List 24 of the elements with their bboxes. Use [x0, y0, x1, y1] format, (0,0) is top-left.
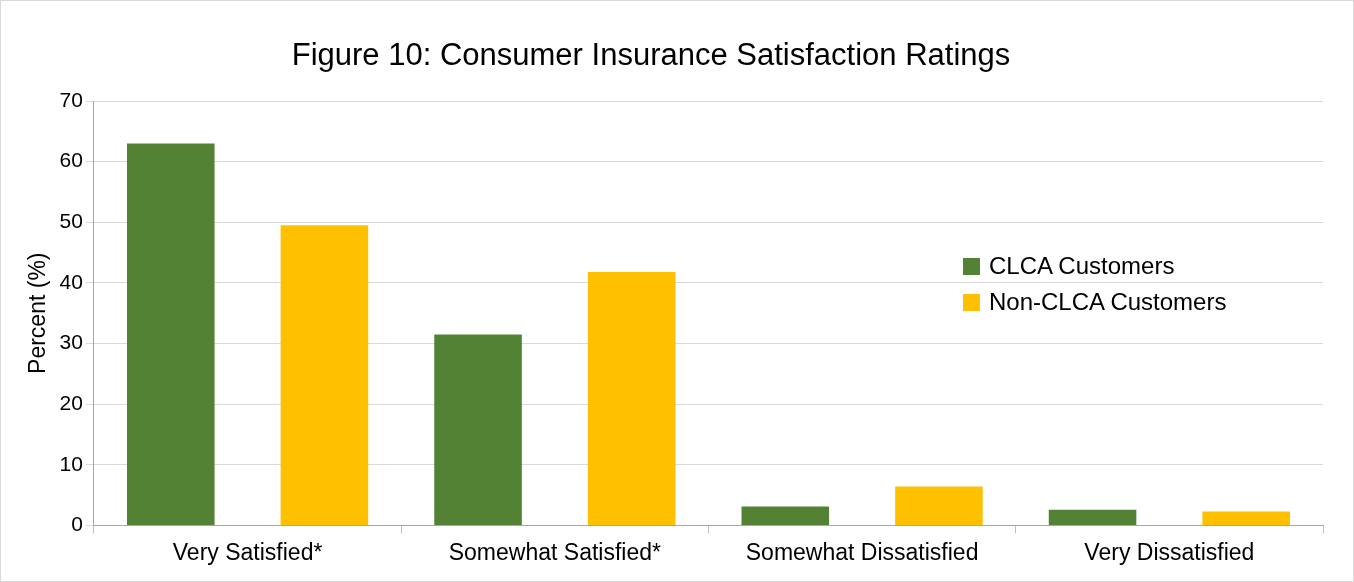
legend-label: CLCA Customers [989, 252, 1175, 280]
y-axis-title: Percent (%) [24, 252, 51, 374]
bar [741, 506, 830, 525]
y-tick-label: 0 [71, 512, 83, 536]
y-tick-label: 30 [59, 330, 83, 354]
bar [587, 271, 676, 525]
bar [280, 225, 369, 525]
legend-label: Non-CLCA Customers [989, 288, 1227, 316]
y-tick-label: 10 [59, 451, 83, 475]
y-tick-label: 50 [59, 209, 83, 233]
chart-title: Figure 10: Consumer Insurance Satisfaction Ratings [290, 37, 1012, 73]
x-tick-label: Very Satisfied* [172, 538, 323, 565]
bar [1048, 509, 1137, 525]
bar [1202, 511, 1290, 525]
bar [895, 486, 983, 525]
x-tick-label: Somewhat Dissatisfied [745, 538, 979, 565]
y-tick-label: 20 [59, 390, 83, 414]
bar [434, 334, 522, 525]
y-tick-label: 60 [59, 148, 83, 172]
bar [126, 143, 215, 525]
x-tick-label: Very Dissatisfied [1084, 538, 1255, 565]
y-tick-label: 70 [59, 87, 83, 111]
y-tick-label: 40 [59, 269, 83, 293]
x-tick-label: Somewhat Satisfied* [448, 538, 661, 565]
